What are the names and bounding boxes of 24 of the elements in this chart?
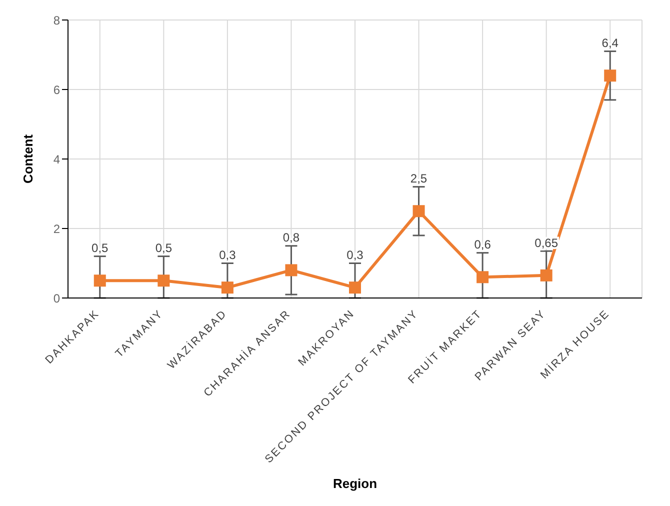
data-label: 2,5: [410, 172, 428, 186]
y-tick-label: 2: [53, 222, 60, 236]
point: [285, 264, 298, 276]
x-axis-title: Region: [332, 476, 378, 491]
y-tick-label: 0: [53, 291, 60, 306]
point: [221, 282, 234, 294]
data-label: 6,4: [602, 36, 619, 50]
y-tick-label: 6: [53, 82, 60, 97]
y-tick-label: 4: [53, 152, 60, 166]
data-label: 0,6: [474, 238, 492, 252]
point: [540, 269, 552, 282]
point: [94, 274, 106, 287]
data-label: 0,8: [282, 230, 300, 245]
point: [476, 271, 489, 284]
data-label: 0,5: [155, 241, 172, 256]
data-label: 0,3: [219, 248, 236, 262]
data-label: 0,3: [346, 248, 364, 262]
point: [349, 282, 361, 294]
y-tick-label: 8: [53, 13, 60, 28]
point: [604, 70, 616, 82]
y-axis-title: Content: [20, 134, 36, 184]
data-label: 0,5: [92, 241, 109, 256]
point: [158, 274, 170, 287]
point: [412, 205, 425, 218]
